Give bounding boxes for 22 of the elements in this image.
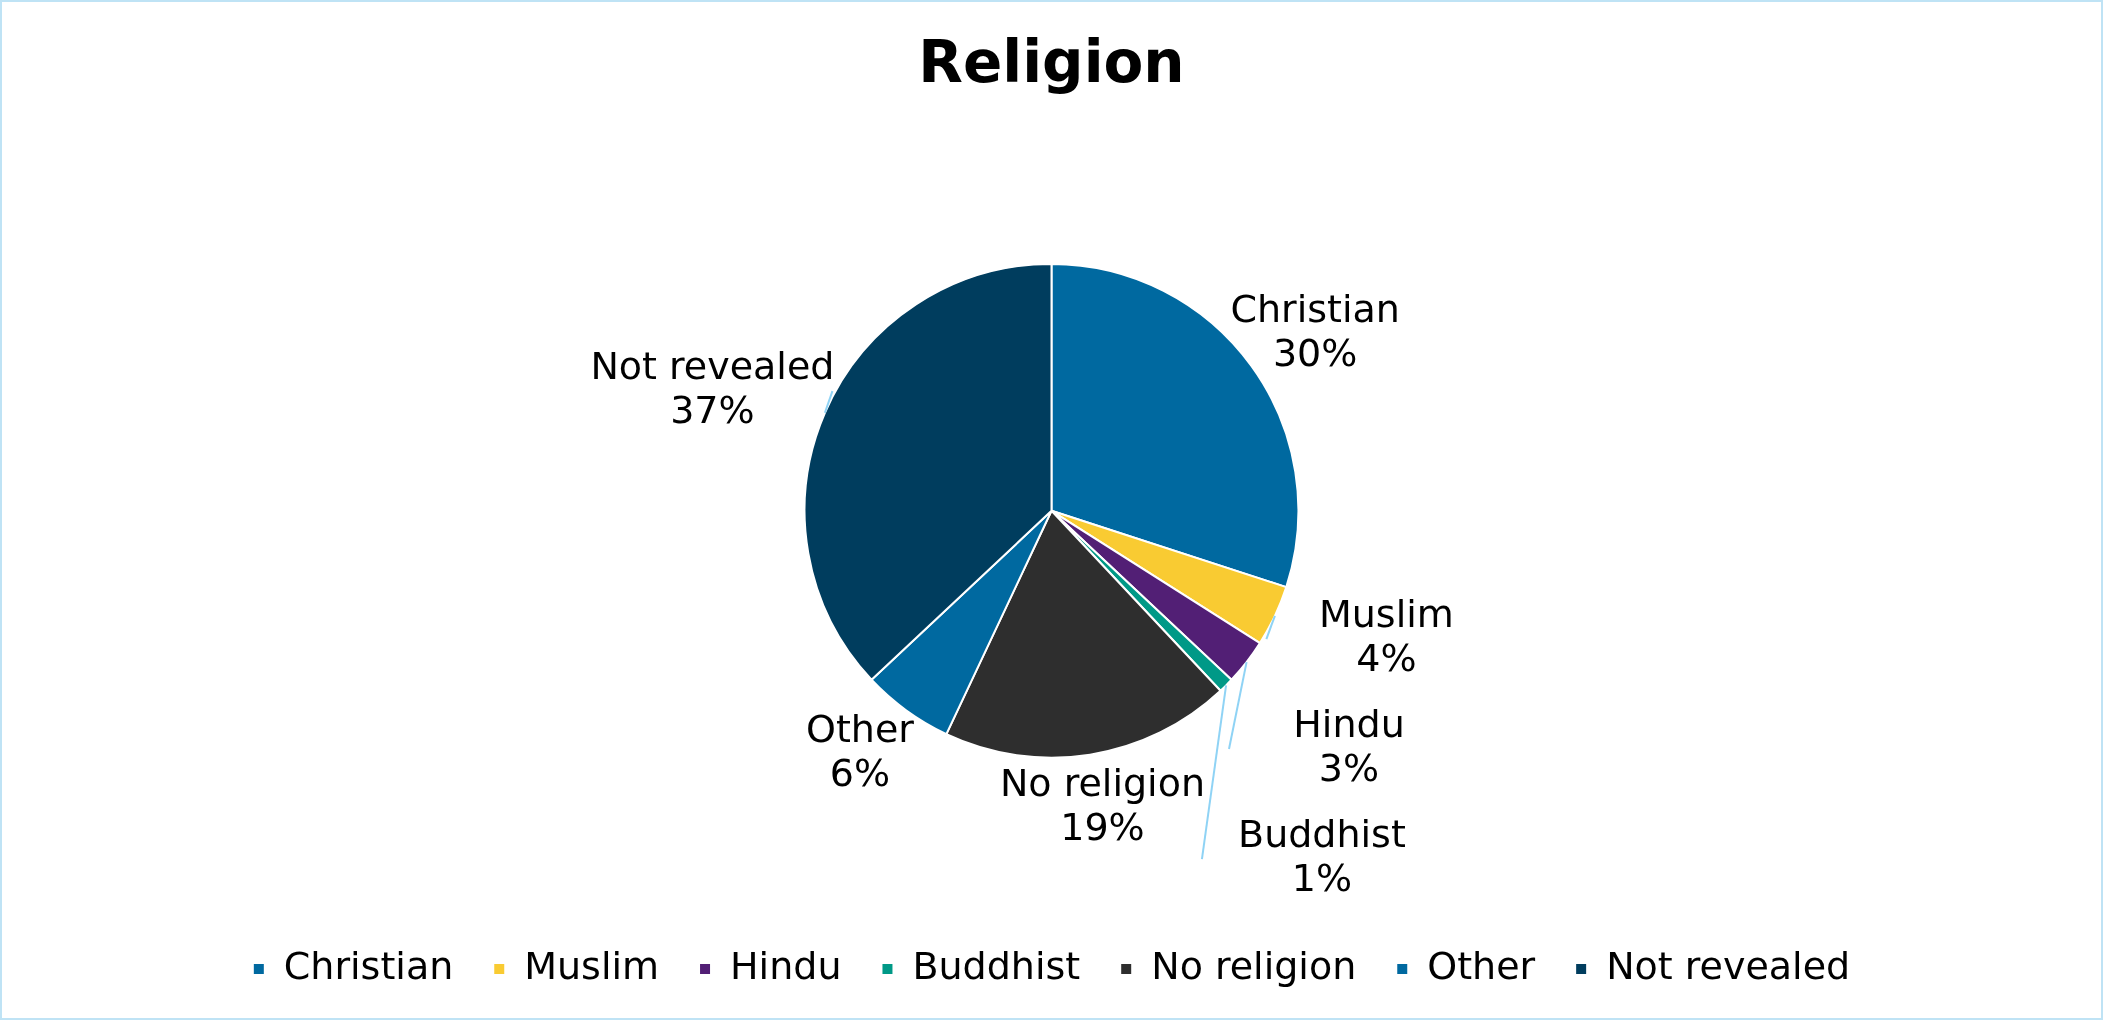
chart-title: Religion (918, 27, 1185, 96)
data-label: 30% (1272, 330, 1358, 375)
slice-label: No religion (999, 761, 1206, 806)
data-label: 37% (670, 388, 755, 433)
slice-label: Other (806, 707, 915, 752)
slice-label: Not revealed (590, 344, 835, 389)
data-label: 1% (1291, 855, 1353, 900)
data-label: 3% (1318, 745, 1380, 790)
legend-label: Hindu (730, 943, 842, 988)
data-label: 6% (829, 751, 891, 796)
slice-label: Buddhist (1238, 811, 1406, 856)
data-label: 4% (1356, 635, 1417, 680)
legend-label: Buddhist (912, 943, 1081, 988)
legend-label: Other (1427, 943, 1536, 988)
legend-label: No religion (1151, 943, 1357, 988)
legend-label: Muslim (524, 943, 660, 988)
legend-label: Christian (283, 943, 454, 988)
slice-label: Muslim (1318, 591, 1454, 636)
slice-label: Hindu (1293, 701, 1405, 746)
data-label: 19% (1060, 805, 1145, 850)
legend-label: Not revealed (1606, 943, 1851, 988)
slice-label: Christian (1230, 286, 1400, 331)
